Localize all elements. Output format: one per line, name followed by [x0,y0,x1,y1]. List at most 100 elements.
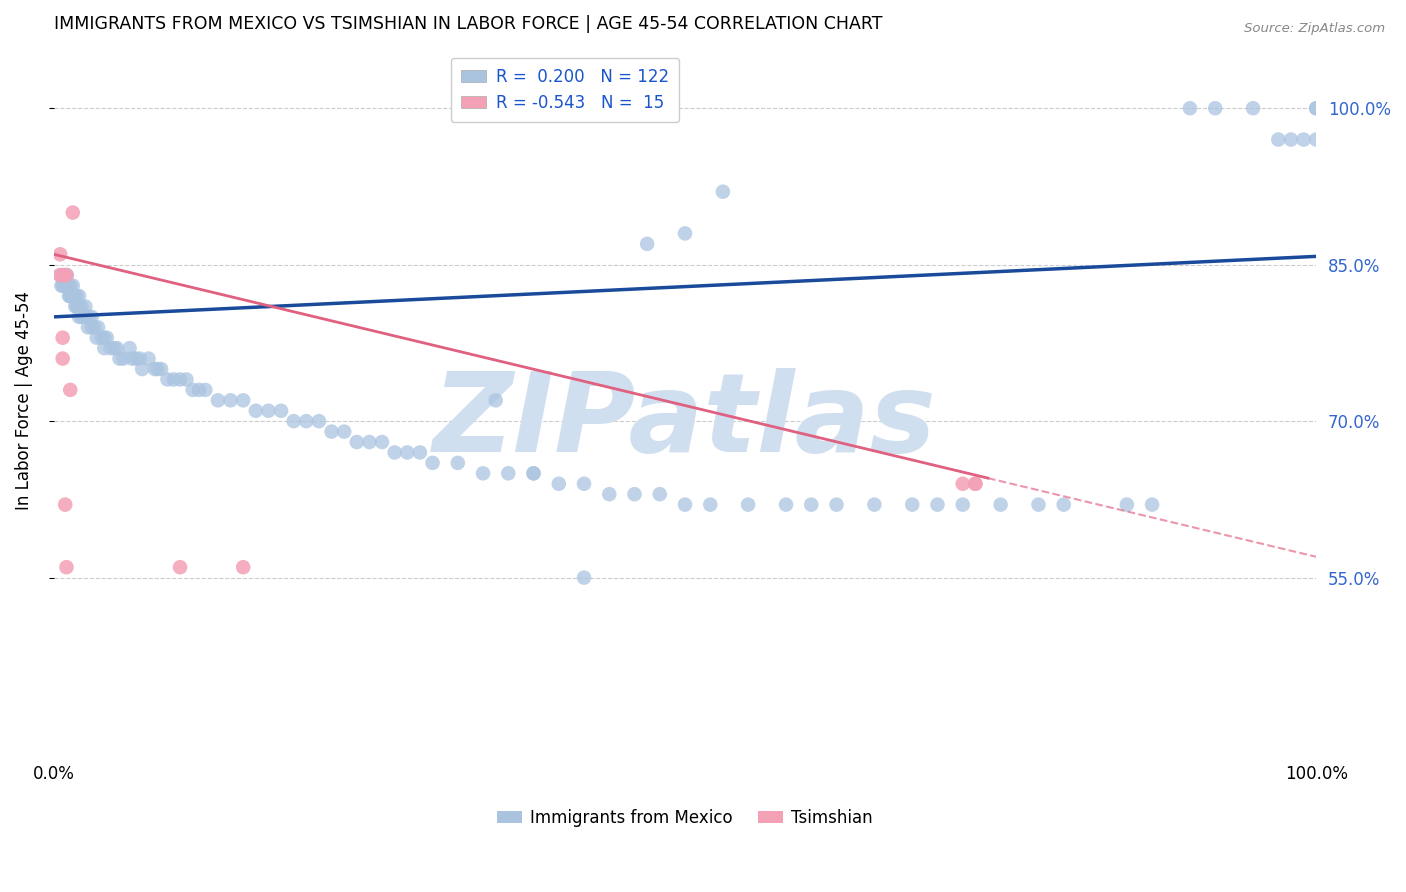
Point [737,498,759,512]
Point [156,372,179,386]
Point [128,351,150,366]
Point [118,341,141,355]
Point [62,289,84,303]
Point [1241,101,1264,115]
Point [409,445,432,459]
Point [333,425,356,439]
Point [75,300,97,314]
Point [150,362,173,376]
Point [176,372,198,386]
Point [952,476,974,491]
Point [52,351,75,366]
Point [1305,101,1327,115]
Point [1267,132,1289,146]
Point [59,383,82,397]
Point [55,268,77,282]
Point [52,278,75,293]
Point [1305,101,1327,115]
Point [472,467,495,481]
Point [63,289,86,303]
Point [1305,132,1327,146]
Point [75,310,97,324]
Point [283,414,305,428]
Point [53,268,76,282]
Point [121,351,143,366]
Point [65,289,87,303]
Point [219,393,242,408]
Point [67,310,90,324]
Point [163,372,186,386]
Point [49,247,72,261]
Point [1053,498,1076,512]
Point [55,278,77,293]
Point [825,498,848,512]
Legend: Immigrants from Mexico, Tsimshian: Immigrants from Mexico, Tsimshian [491,802,880,834]
Point [80,310,103,324]
Point [1028,498,1050,512]
Point [53,498,76,512]
Point [295,414,318,428]
Point [83,320,105,334]
Point [146,362,169,376]
Point [62,278,84,293]
Point [51,278,73,293]
Text: Source: ZipAtlas.com: Source: ZipAtlas.com [1244,22,1385,36]
Y-axis label: In Labor Force | Age 45-54: In Labor Force | Age 45-54 [15,291,32,510]
Text: ZIPatlas: ZIPatlas [433,368,936,475]
Point [498,467,520,481]
Point [96,331,118,345]
Point [52,331,75,345]
Point [572,571,595,585]
Point [711,185,734,199]
Point [572,476,595,491]
Point [52,278,75,293]
Point [1204,101,1226,115]
Point [952,498,974,512]
Point [1279,132,1302,146]
Point [257,403,280,417]
Point [965,476,987,491]
Point [52,268,75,282]
Point [636,236,658,251]
Point [547,476,569,491]
Point [598,487,620,501]
Point [62,205,84,219]
Point [927,498,949,512]
Text: IMMIGRANTS FROM MEXICO VS TSIMSHIAN IN LABOR FORCE | AGE 45-54 CORRELATION CHART: IMMIGRANTS FROM MEXICO VS TSIMSHIAN IN L… [53,15,883,33]
Point [59,289,82,303]
Point [65,289,87,303]
Point [138,351,160,366]
Point [55,268,77,282]
Point [863,498,886,512]
Point [194,383,217,397]
Point [359,435,381,450]
Point [67,289,90,303]
Point [80,320,103,334]
Point [65,300,87,314]
Point [55,268,77,282]
Point [108,351,131,366]
Point [59,289,82,303]
Point [77,310,100,324]
Point [58,278,80,293]
Point [232,560,254,574]
Point [93,341,115,355]
Point [1292,132,1315,146]
Point [384,445,406,459]
Point [49,268,72,282]
Point [103,341,125,355]
Point [49,268,72,282]
Point [346,435,368,450]
Point [1178,101,1201,115]
Point [105,341,128,355]
Point [93,331,115,345]
Point [55,268,77,282]
Point [396,445,419,459]
Point [485,393,508,408]
Point [321,425,343,439]
Point [65,300,87,314]
Point [86,331,108,345]
Point [990,498,1012,512]
Point [188,383,211,397]
Point [131,362,153,376]
